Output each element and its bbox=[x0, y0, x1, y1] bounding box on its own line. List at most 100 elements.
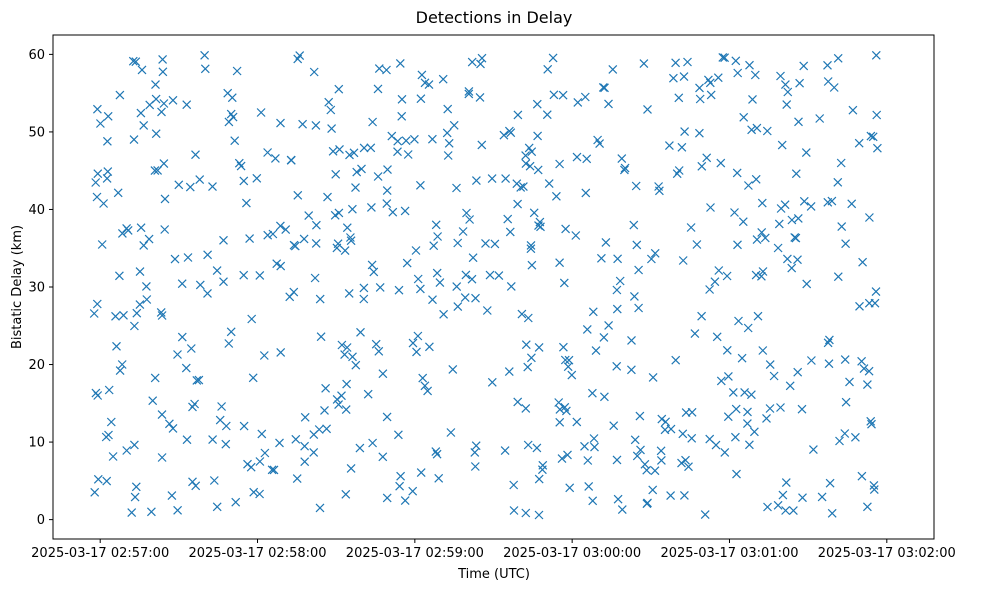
data-point-marker bbox=[732, 469, 741, 479]
data-point-marker bbox=[241, 198, 251, 208]
data-point-marker bbox=[435, 278, 445, 288]
data-point-marker bbox=[423, 386, 433, 396]
data-point-marker bbox=[367, 260, 377, 270]
data-point-marker bbox=[687, 433, 697, 443]
data-point-marker bbox=[103, 111, 113, 121]
data-point-marker bbox=[257, 429, 267, 439]
data-point-marker bbox=[148, 396, 158, 406]
data-point-marker bbox=[130, 492, 140, 502]
data-point-marker bbox=[730, 432, 740, 442]
data-point-marker bbox=[656, 446, 666, 456]
data-point-marker bbox=[790, 232, 800, 242]
data-point-marker bbox=[787, 263, 797, 273]
data-point-marker bbox=[743, 407, 752, 417]
data-point-marker bbox=[173, 505, 183, 515]
data-point-marker bbox=[203, 288, 212, 298]
y-tick-label: 50 bbox=[28, 125, 45, 140]
data-point-marker bbox=[857, 471, 867, 481]
data-point-marker bbox=[723, 371, 733, 381]
data-point-marker bbox=[635, 411, 645, 421]
data-point-marker bbox=[598, 82, 608, 92]
data-point-marker bbox=[563, 450, 572, 460]
data-point-marker bbox=[617, 154, 627, 164]
data-point-marker bbox=[788, 506, 798, 516]
x-tick-label: 2025-03-17 02:58:00 bbox=[188, 546, 326, 561]
data-point-marker bbox=[720, 447, 730, 457]
data-point-marker bbox=[827, 508, 837, 518]
data-point-marker bbox=[323, 192, 332, 202]
data-point-marker bbox=[680, 127, 690, 137]
data-point-marker bbox=[525, 161, 535, 171]
data-point-marker bbox=[758, 346, 768, 355]
data-point-marker bbox=[334, 84, 344, 94]
data-point-marker bbox=[565, 483, 575, 493]
data-point-marker bbox=[415, 180, 425, 190]
data-point-marker bbox=[412, 347, 421, 357]
data-point-marker bbox=[743, 181, 753, 190]
data-point-marker bbox=[694, 128, 704, 138]
data-point-marker bbox=[182, 100, 192, 110]
data-point-marker bbox=[135, 267, 145, 277]
data-point-marker bbox=[753, 311, 763, 321]
data-point-marker bbox=[742, 419, 752, 429]
data-point-marker bbox=[558, 342, 568, 352]
data-point-marker bbox=[757, 227, 767, 237]
data-point-marker bbox=[443, 151, 453, 160]
data-point-marker bbox=[289, 240, 299, 250]
data-point-marker bbox=[629, 220, 639, 230]
data-point-marker bbox=[209, 476, 219, 485]
data-point-marker bbox=[164, 419, 174, 429]
data-point-marker bbox=[160, 194, 170, 204]
data-point-marker bbox=[573, 97, 583, 107]
data-point-marker bbox=[609, 421, 619, 431]
data-point-marker bbox=[342, 379, 352, 389]
data-point-marker bbox=[366, 202, 376, 212]
data-point-marker bbox=[582, 324, 592, 334]
data-point-marker bbox=[255, 270, 265, 280]
data-point-marker bbox=[99, 199, 109, 208]
data-point-marker bbox=[104, 430, 113, 440]
data-point-marker bbox=[751, 270, 761, 280]
data-point-marker bbox=[615, 276, 625, 286]
data-point-marker bbox=[344, 288, 354, 298]
data-point-marker bbox=[255, 457, 265, 466]
data-point-marker bbox=[311, 120, 321, 130]
data-point-marker bbox=[212, 502, 222, 512]
data-point-marker bbox=[730, 208, 739, 217]
data-point-marker bbox=[316, 332, 326, 342]
data-point-marker bbox=[518, 182, 528, 192]
data-point-marker bbox=[532, 443, 542, 453]
data-point-marker bbox=[408, 338, 418, 348]
data-point-marker bbox=[256, 108, 266, 117]
data-point-marker bbox=[824, 335, 834, 345]
data-point-marker bbox=[123, 225, 133, 235]
data-point-marker bbox=[342, 223, 352, 233]
data-point-marker bbox=[793, 255, 802, 265]
data-point-marker bbox=[464, 89, 474, 99]
data-point-marker bbox=[102, 136, 112, 146]
data-point-marker bbox=[191, 481, 201, 491]
data-point-marker bbox=[327, 124, 337, 134]
data-point-marker bbox=[383, 165, 392, 175]
data-point-marker bbox=[639, 59, 649, 69]
data-point-marker bbox=[352, 167, 362, 177]
data-point-marker bbox=[359, 143, 369, 153]
data-point-marker bbox=[794, 117, 803, 127]
data-point-marker bbox=[572, 417, 582, 427]
data-point-marker bbox=[679, 72, 689, 82]
data-point-marker bbox=[806, 201, 816, 211]
data-point-marker bbox=[650, 248, 660, 258]
data-point-marker bbox=[382, 412, 392, 422]
data-point-marker bbox=[557, 454, 567, 464]
data-point-marker bbox=[281, 225, 291, 235]
data-point-marker bbox=[341, 489, 351, 499]
data-point-marker bbox=[434, 473, 444, 483]
data-point-marker bbox=[765, 360, 775, 370]
data-point-marker bbox=[631, 181, 641, 191]
data-point-marker bbox=[309, 67, 319, 77]
data-point-marker bbox=[636, 445, 645, 455]
data-point-marker bbox=[737, 353, 747, 363]
data-point-marker bbox=[467, 57, 477, 67]
data-point-marker bbox=[588, 496, 598, 506]
data-point-marker bbox=[393, 147, 402, 157]
